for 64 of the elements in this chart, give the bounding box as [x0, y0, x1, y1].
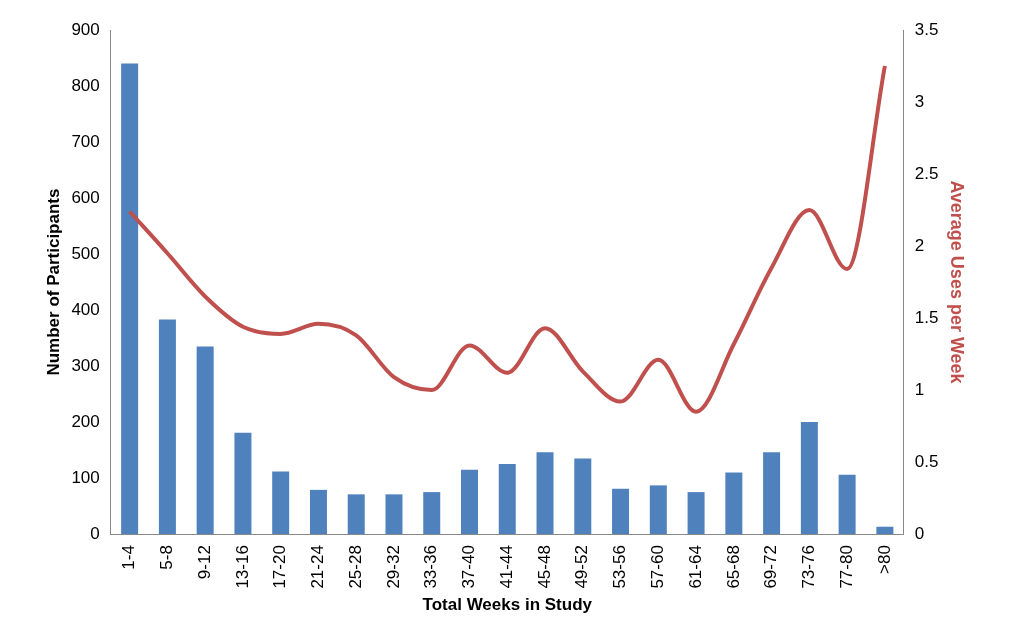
bar: [423, 492, 441, 535]
x-tick-label: 1-4: [119, 545, 139, 570]
bar: [687, 492, 705, 535]
x-tick-label: 57-60: [648, 545, 667, 589]
bar: [385, 494, 403, 535]
x-axis-title: Total Weeks in Study: [422, 595, 593, 615]
x-tick-label: 69-72: [761, 545, 781, 589]
bar: [121, 63, 139, 535]
bar: [272, 471, 290, 535]
y2-tick-label: 3.5: [914, 19, 939, 39]
bar: [649, 485, 667, 535]
x-tick-label: 29-32: [383, 545, 403, 589]
x-tick-label: 53-56: [610, 545, 630, 589]
x-tick-label: 21-24: [308, 545, 328, 589]
x-tick-label: 61-64: [685, 545, 705, 589]
x-tick-label: 33-36: [421, 545, 441, 589]
bar: [800, 422, 818, 535]
bar: [158, 319, 176, 535]
y-tick-label: 700: [71, 131, 100, 151]
bar: [612, 488, 630, 535]
y-tick-label: 500: [71, 243, 100, 263]
y-tick-label: 100: [71, 467, 100, 487]
bar: [838, 474, 856, 535]
bar: [347, 494, 365, 535]
x-tick-label: 25-28: [345, 545, 365, 589]
x-tick-label: 77-80: [836, 545, 856, 589]
bar: [461, 469, 478, 535]
y2-tick-label: 1.5: [914, 307, 939, 327]
line-series: [127, 64, 887, 414]
y2-tick-label: 1: [914, 379, 925, 399]
x-tick-label: 65-68: [723, 545, 743, 589]
bar: [725, 472, 743, 535]
y2-tick-label: 3: [914, 91, 925, 111]
bar: [234, 432, 252, 535]
x-tick-label: 13-16: [232, 545, 252, 589]
y-axis-title: Number of Participants: [43, 188, 63, 376]
x-tick-label: 37-40: [459, 545, 479, 589]
y2-tick-label: 0.5: [914, 451, 939, 471]
y2-tick-label: 2: [914, 235, 925, 255]
y2-tick-label: 0: [914, 523, 925, 543]
bar: [498, 464, 516, 535]
bar: [763, 452, 781, 535]
y-tick-label: 800: [71, 75, 100, 95]
y2-axis-title: Average Uses per Week: [947, 180, 968, 385]
x-tick-label: 73-76: [799, 545, 819, 589]
x-tick-label: 49-52: [572, 545, 592, 589]
y-tick-label: 900: [71, 19, 100, 39]
x-tick-label: 41-44: [496, 545, 516, 589]
x-tick-label: 17-20: [270, 545, 290, 589]
bar: [536, 452, 554, 535]
x-tick-label: >80: [874, 545, 894, 574]
x-tick-label: 9-12: [194, 545, 214, 580]
bar: [876, 526, 894, 535]
y-tick-label: 200: [71, 411, 100, 431]
bar: [309, 489, 327, 535]
bar: [196, 346, 214, 535]
x-tick-label: 5-8: [157, 545, 177, 570]
y-tick-label: 0: [90, 523, 100, 543]
y2-tick-label: 2.5: [914, 163, 939, 183]
bar: [574, 458, 592, 535]
y-tick-label: 600: [71, 187, 100, 207]
y-tick-label: 400: [71, 299, 100, 319]
x-tick-label: 45-48: [534, 545, 554, 589]
y-tick-label: 300: [71, 355, 100, 375]
